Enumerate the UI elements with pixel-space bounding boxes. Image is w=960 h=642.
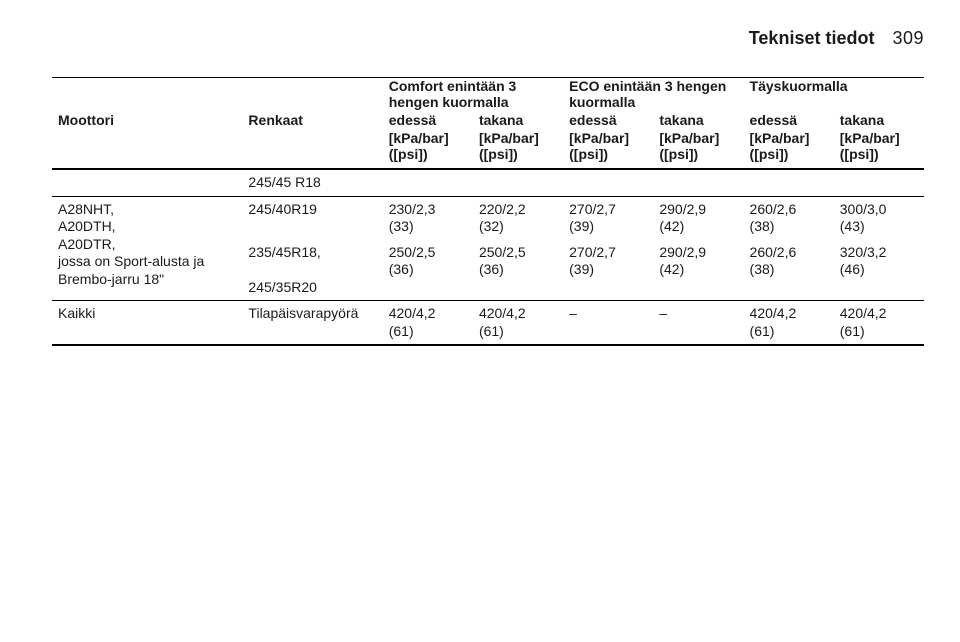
col-comfort-front: edessä	[383, 112, 473, 130]
value-cell: 230/2,3 (33)	[383, 196, 473, 240]
page: Tekniset tiedot 309 Comfort enintään 3 h…	[0, 0, 960, 642]
unit-cell: [kPa/bar] ([psi])	[473, 130, 563, 168]
value-cell: 250/2,5 (36)	[473, 240, 563, 301]
header-group-row: Comfort enintään 3 hengen kuormalla ECO …	[52, 78, 924, 113]
col-group-full: Täyskuormalla	[744, 78, 924, 113]
value-cell: 270/2,7 (39)	[563, 196, 653, 240]
table-row: A28NHT, A20DTH, A20DTR, jossa on Sport-a…	[52, 196, 924, 240]
value-cell: 420/4,2 (61)	[834, 301, 924, 345]
tyre-cell: 245/45 R18	[242, 169, 382, 196]
tyre-pressure-table: Comfort enintään 3 hengen kuormalla ECO …	[52, 77, 924, 346]
value-cell: –	[653, 301, 743, 345]
header-sub-row: Moottori Renkaat edessä takana edessä ta…	[52, 112, 924, 130]
value-cell: 290/2,9 (42)	[653, 196, 743, 240]
unit-cell: [kPa/bar] ([psi])	[563, 130, 653, 168]
col-engine: Moottori	[52, 112, 242, 130]
tyre-cell: 245/40R19	[242, 196, 382, 240]
value-cell: 270/2,7 (39)	[563, 240, 653, 301]
engine-cell: A28NHT, A20DTH, A20DTR, jossa on Sport-a…	[52, 196, 242, 300]
value-cell: –	[563, 301, 653, 345]
col-full-rear: takana	[834, 112, 924, 130]
engine-cell: Kaikki	[52, 301, 242, 345]
unit-cell: [kPa/bar] ([psi])	[383, 130, 473, 168]
table-row: 245/45 R18	[52, 169, 924, 196]
tyre-cell: 235/45R18, 245/35R20	[242, 240, 382, 301]
col-tyres: Renkaat	[242, 112, 382, 130]
unit-cell: [kPa/bar] ([psi])	[744, 130, 834, 168]
tyre-cell: Tilapäisvarapyörä	[242, 301, 382, 345]
col-full-front: edessä	[744, 112, 834, 130]
value-cell: 420/4,2 (61)	[744, 301, 834, 345]
value-cell: 320/3,2 (46)	[834, 240, 924, 301]
value-cell: 420/4,2 (61)	[383, 301, 473, 345]
value-cell: 290/2,9 (42)	[653, 240, 743, 301]
unit-cell: [kPa/bar] ([psi])	[834, 130, 924, 168]
page-header: Tekniset tiedot 309	[52, 28, 924, 49]
value-cell: 420/4,2 (61)	[473, 301, 563, 345]
col-eco-front: edessä	[563, 112, 653, 130]
page-number: 309	[892, 28, 924, 49]
value-cell: 220/2,2 (32)	[473, 196, 563, 240]
col-eco-rear: takana	[653, 112, 743, 130]
table-row: Kaikki Tilapäisvarapyörä 420/4,2 (61) 42…	[52, 301, 924, 345]
value-cell: 260/2,6 (38)	[744, 240, 834, 301]
value-cell: 300/3,0 (43)	[834, 196, 924, 240]
section-title: Tekniset tiedot	[749, 28, 875, 49]
col-group-comfort: Comfort enintään 3 hengen kuormalla	[383, 78, 563, 113]
col-group-eco: ECO enintään 3 hengen kuormalla	[563, 78, 743, 113]
value-cell: 250/2,5 (36)	[383, 240, 473, 301]
header-unit-row: [kPa/bar] ([psi]) [kPa/bar] ([psi]) [kPa…	[52, 130, 924, 168]
value-cell: 260/2,6 (38)	[744, 196, 834, 240]
col-comfort-rear: takana	[473, 112, 563, 130]
unit-cell: [kPa/bar] ([psi])	[653, 130, 743, 168]
